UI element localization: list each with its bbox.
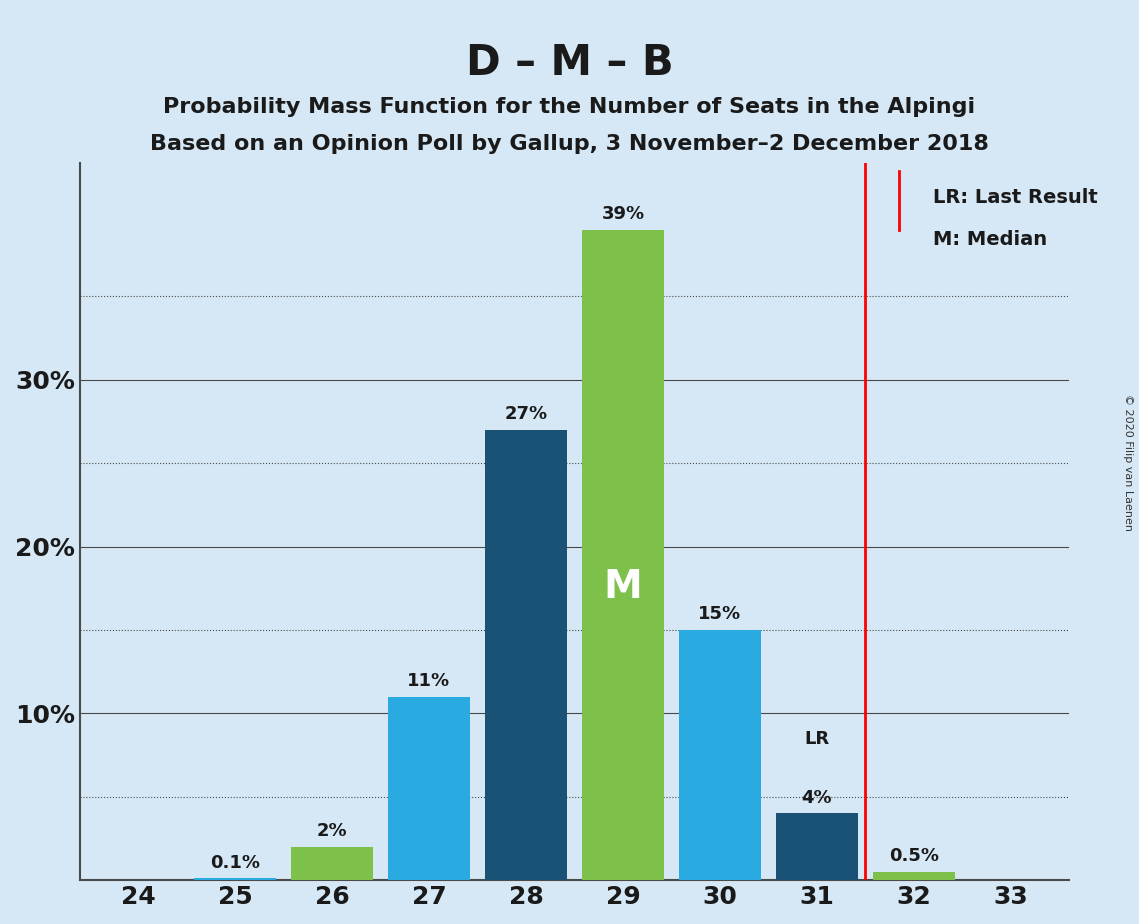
Text: 2%: 2% (317, 822, 347, 840)
Bar (194, 879, 277, 881)
Bar (872, 872, 956, 881)
Bar (776, 813, 858, 881)
Text: D – M – B: D – M – B (466, 42, 673, 83)
Bar (582, 229, 664, 881)
Bar (485, 430, 567, 881)
Text: © 2020 Filip van Laenen: © 2020 Filip van Laenen (1123, 394, 1133, 530)
Text: M: Median: M: Median (933, 229, 1048, 249)
Text: 27%: 27% (505, 405, 548, 423)
Text: Probability Mass Function for the Number of Seats in the Alpingi: Probability Mass Function for the Number… (163, 97, 976, 117)
Text: 0.5%: 0.5% (888, 847, 939, 865)
Text: 15%: 15% (698, 605, 741, 624)
Text: M: M (604, 568, 642, 606)
Text: LR: LR (804, 730, 829, 748)
Text: 11%: 11% (408, 672, 451, 690)
Text: Based on an Opinion Poll by Gallup, 3 November–2 December 2018: Based on an Opinion Poll by Gallup, 3 No… (150, 134, 989, 154)
Text: 4%: 4% (802, 789, 833, 807)
Bar (290, 846, 374, 881)
Bar (679, 630, 761, 881)
Text: 0.1%: 0.1% (210, 854, 260, 872)
Text: 39%: 39% (601, 205, 645, 223)
Bar (387, 697, 470, 881)
Text: LR: Last Result: LR: Last Result (933, 188, 1098, 207)
